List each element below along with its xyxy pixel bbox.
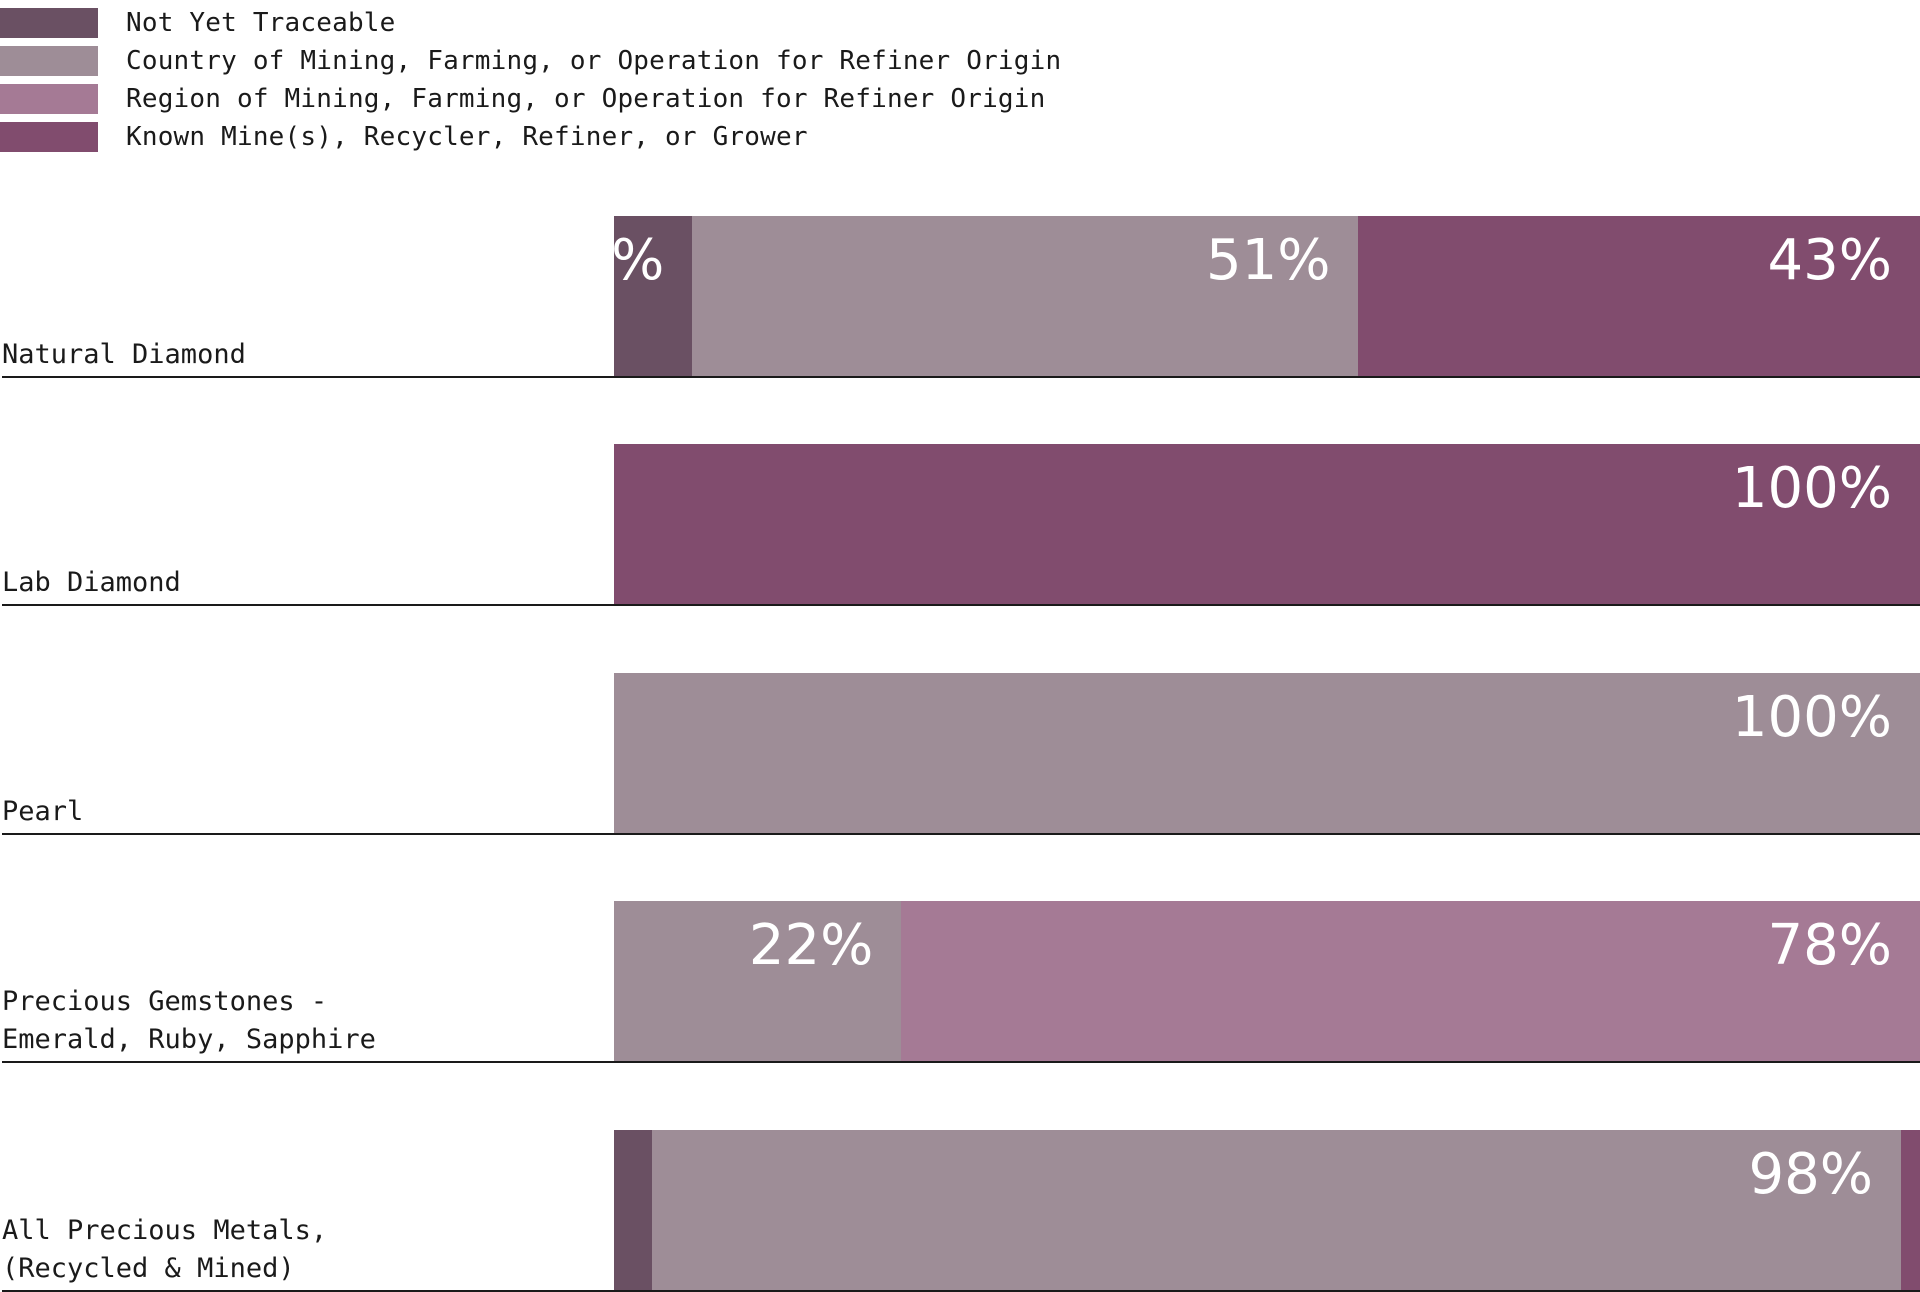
category-label: All Precious Metals, (Recycled & Mined) (2, 1215, 328, 1284)
bar-segment: 100% (614, 444, 1920, 604)
data-label: 100% (1731, 456, 1892, 521)
stacked-bar: 6% 51% 43% (576, 216, 1920, 376)
bar-segment (1900, 1130, 1920, 1290)
bar-segment (614, 1130, 653, 1290)
baseline (2, 1290, 1920, 1292)
stacked-bar: 100% (614, 444, 1920, 604)
legend-swatch (0, 84, 98, 114)
bar-segment: 78% (901, 901, 1920, 1061)
category-label: Natural Diamond (2, 339, 246, 370)
legend-label: Region of Mining, Farming, or Operation … (126, 84, 1046, 114)
legend: Not Yet Traceable Country of Mining, Farm… (0, 4, 1061, 156)
legend-item: Known Mine(s), Recycler, Refiner, or Gro… (0, 118, 1061, 156)
stacked-bar: 98% (614, 1130, 1920, 1290)
baseline (2, 376, 1920, 378)
category-label: Precious Gemstones - Emerald, Ruby, Sapp… (2, 986, 376, 1055)
legend-swatch (0, 122, 98, 152)
data-label: 98% (1748, 1142, 1873, 1207)
chart-row: Pearl 100% (0, 673, 1920, 835)
baseline (2, 604, 1920, 606)
stacked-bar: 100% (614, 673, 1920, 833)
data-label: 51% (1205, 228, 1331, 293)
category-label: Lab Diamond (2, 567, 181, 598)
data-label: 78% (1767, 913, 1892, 978)
legend-item: Country of Mining, Farming, or Operation… (0, 42, 1061, 80)
data-label: 100% (1731, 685, 1892, 750)
legend-swatch (0, 8, 98, 38)
bar-segment: 6% (576, 216, 693, 376)
data-label: 43% (1767, 228, 1892, 293)
bar-segment: 51% (692, 216, 1359, 376)
chart-row: Precious Gemstones - Emerald, Ruby, Sapp… (0, 901, 1920, 1063)
category-label: Pearl (2, 796, 84, 827)
chart-row: Lab Diamond 100% (0, 444, 1920, 606)
chart-row: All Precious Metals, (Recycled & Mined) 9… (0, 1130, 1920, 1292)
data-label: 22% (748, 913, 874, 978)
chart-row: Natural Diamond 6% 51% 43% (0, 216, 1920, 378)
bar-segment: 43% (1358, 216, 1920, 376)
stacked-bar: 22% 78% (614, 901, 1920, 1061)
baseline (2, 1061, 1920, 1063)
legend-label: Not Yet Traceable (126, 8, 396, 38)
legend-label: Known Mine(s), Recycler, Refiner, or Gro… (126, 122, 808, 152)
baseline (2, 833, 1920, 835)
bar-segment: 100% (614, 673, 1920, 833)
bar-segment: 98% (652, 1130, 1901, 1290)
legend-label: Country of Mining, Farming, or Operation… (126, 46, 1062, 76)
legend-item: Region of Mining, Farming, or Operation … (0, 80, 1061, 118)
legend-swatch (0, 46, 98, 76)
legend-item: Not Yet Traceable (0, 4, 1061, 42)
data-label: 6% (575, 228, 665, 293)
bar-segment: 22% (614, 901, 902, 1061)
